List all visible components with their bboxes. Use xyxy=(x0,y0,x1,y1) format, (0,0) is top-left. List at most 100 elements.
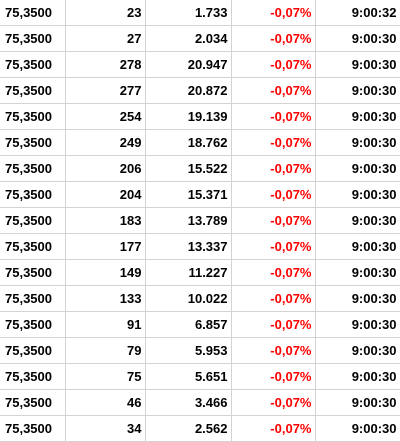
change-percent-cell: -0,07% xyxy=(230,259,316,286)
volume-cell: 6.857 xyxy=(144,311,232,338)
time-cell: 9:00:30 xyxy=(314,285,400,312)
volume-cell: 15.522 xyxy=(144,155,232,182)
price-cell: 75,3500 xyxy=(0,285,66,312)
volume-cell: 18.762 xyxy=(144,129,232,156)
table-row: 75,3500 91 6.857 -0,07% 9:00:30 xyxy=(0,311,400,338)
quantity-cell: 46 xyxy=(64,389,146,416)
price-cell: 75,3500 xyxy=(0,389,66,416)
table-row: 75,3500 75 5.651 -0,07% 9:00:30 xyxy=(0,363,400,390)
volume-cell: 20.872 xyxy=(144,77,232,104)
price-cell: 75,3500 xyxy=(0,155,66,182)
time-cell: 9:00:30 xyxy=(314,337,400,364)
time-cell: 9:00:30 xyxy=(314,129,400,156)
price-cell: 75,3500 xyxy=(0,25,66,52)
price-cell: 75,3500 xyxy=(0,207,66,234)
table-row: 75,3500 79 5.953 -0,07% 9:00:30 xyxy=(0,337,400,364)
volume-cell: 13.789 xyxy=(144,207,232,234)
quantity-cell: 75 xyxy=(64,363,146,390)
time-cell: 9:00:30 xyxy=(314,233,400,260)
change-percent-cell: -0,07% xyxy=(230,129,316,156)
price-cell: 75,3500 xyxy=(0,0,66,26)
time-cell: 9:00:30 xyxy=(314,25,400,52)
volume-cell: 20.947 xyxy=(144,51,232,78)
table-row: 75,3500 23 1.733 -0,07% 9:00:32 xyxy=(0,0,400,26)
price-cell: 75,3500 xyxy=(0,181,66,208)
table-row: 75,3500 249 18.762 -0,07% 9:00:30 xyxy=(0,129,400,156)
quantity-cell: 23 xyxy=(64,0,146,26)
table-row: 75,3500 34 2.562 -0,07% 9:00:30 xyxy=(0,415,400,442)
table-row: 75,3500 149 11.227 -0,07% 9:00:30 xyxy=(0,259,400,286)
price-cell: 75,3500 xyxy=(0,233,66,260)
quantity-cell: 183 xyxy=(64,207,146,234)
time-cell: 9:00:30 xyxy=(314,363,400,390)
change-percent-cell: -0,07% xyxy=(230,77,316,104)
price-cell: 75,3500 xyxy=(0,337,66,364)
volume-cell: 2.034 xyxy=(144,25,232,52)
quantity-cell: 177 xyxy=(64,233,146,260)
change-percent-cell: -0,07% xyxy=(230,285,316,312)
volume-cell: 3.466 xyxy=(144,389,232,416)
table-row: 75,3500 183 13.789 -0,07% 9:00:30 xyxy=(0,207,400,234)
quantity-cell: 206 xyxy=(64,155,146,182)
time-cell: 9:00:32 xyxy=(314,0,400,26)
quantity-cell: 133 xyxy=(64,285,146,312)
price-cell: 75,3500 xyxy=(0,129,66,156)
time-cell: 9:00:30 xyxy=(314,207,400,234)
quantity-cell: 249 xyxy=(64,129,146,156)
change-percent-cell: -0,07% xyxy=(230,25,316,52)
change-percent-cell: -0,07% xyxy=(230,207,316,234)
price-cell: 75,3500 xyxy=(0,311,66,338)
volume-cell: 11.227 xyxy=(144,259,232,286)
time-cell: 9:00:30 xyxy=(314,181,400,208)
table-row: 75,3500 206 15.522 -0,07% 9:00:30 xyxy=(0,155,400,182)
quantity-cell: 277 xyxy=(64,77,146,104)
volume-cell: 19.139 xyxy=(144,103,232,130)
table-row: 75,3500 254 19.139 -0,07% 9:00:30 xyxy=(0,103,400,130)
quantity-cell: 278 xyxy=(64,51,146,78)
volume-cell: 5.953 xyxy=(144,337,232,364)
quantity-cell: 34 xyxy=(64,415,146,442)
time-cell: 9:00:30 xyxy=(314,155,400,182)
time-cell: 9:00:30 xyxy=(314,103,400,130)
change-percent-cell: -0,07% xyxy=(230,155,316,182)
price-cell: 75,3500 xyxy=(0,415,66,442)
change-percent-cell: -0,07% xyxy=(230,337,316,364)
time-cell: 9:00:30 xyxy=(314,415,400,442)
quantity-cell: 27 xyxy=(64,25,146,52)
quantity-cell: 79 xyxy=(64,337,146,364)
price-cell: 75,3500 xyxy=(0,259,66,286)
quantity-cell: 204 xyxy=(64,181,146,208)
price-cell: 75,3500 xyxy=(0,363,66,390)
price-cell: 75,3500 xyxy=(0,51,66,78)
price-cell: 75,3500 xyxy=(0,77,66,104)
table-row: 75,3500 177 13.337 -0,07% 9:00:30 xyxy=(0,233,400,260)
change-percent-cell: -0,07% xyxy=(230,415,316,442)
quantity-cell: 149 xyxy=(64,259,146,286)
price-cell: 75,3500 xyxy=(0,103,66,130)
quantity-cell: 91 xyxy=(64,311,146,338)
volume-cell: 5.651 xyxy=(144,363,232,390)
volume-cell: 2.562 xyxy=(144,415,232,442)
change-percent-cell: -0,07% xyxy=(230,181,316,208)
change-percent-cell: -0,07% xyxy=(230,0,316,26)
time-cell: 9:00:30 xyxy=(314,51,400,78)
time-cell: 9:00:30 xyxy=(314,389,400,416)
change-percent-cell: -0,07% xyxy=(230,233,316,260)
time-cell: 9:00:30 xyxy=(314,259,400,286)
table-row: 75,3500 27 2.034 -0,07% 9:00:30 xyxy=(0,25,400,52)
volume-cell: 10.022 xyxy=(144,285,232,312)
table-row: 75,3500 133 10.022 -0,07% 9:00:30 xyxy=(0,285,400,312)
volume-cell: 15.371 xyxy=(144,181,232,208)
quantity-cell: 254 xyxy=(64,103,146,130)
change-percent-cell: -0,07% xyxy=(230,389,316,416)
time-cell: 9:00:30 xyxy=(314,311,400,338)
volume-cell: 13.337 xyxy=(144,233,232,260)
table-row: 75,3500 277 20.872 -0,07% 9:00:30 xyxy=(0,77,400,104)
table-row: 75,3500 278 20.947 -0,07% 9:00:30 xyxy=(0,51,400,78)
time-cell: 9:00:30 xyxy=(314,77,400,104)
table-row: 75,3500 204 15.371 -0,07% 9:00:30 xyxy=(0,181,400,208)
change-percent-cell: -0,07% xyxy=(230,51,316,78)
change-percent-cell: -0,07% xyxy=(230,311,316,338)
